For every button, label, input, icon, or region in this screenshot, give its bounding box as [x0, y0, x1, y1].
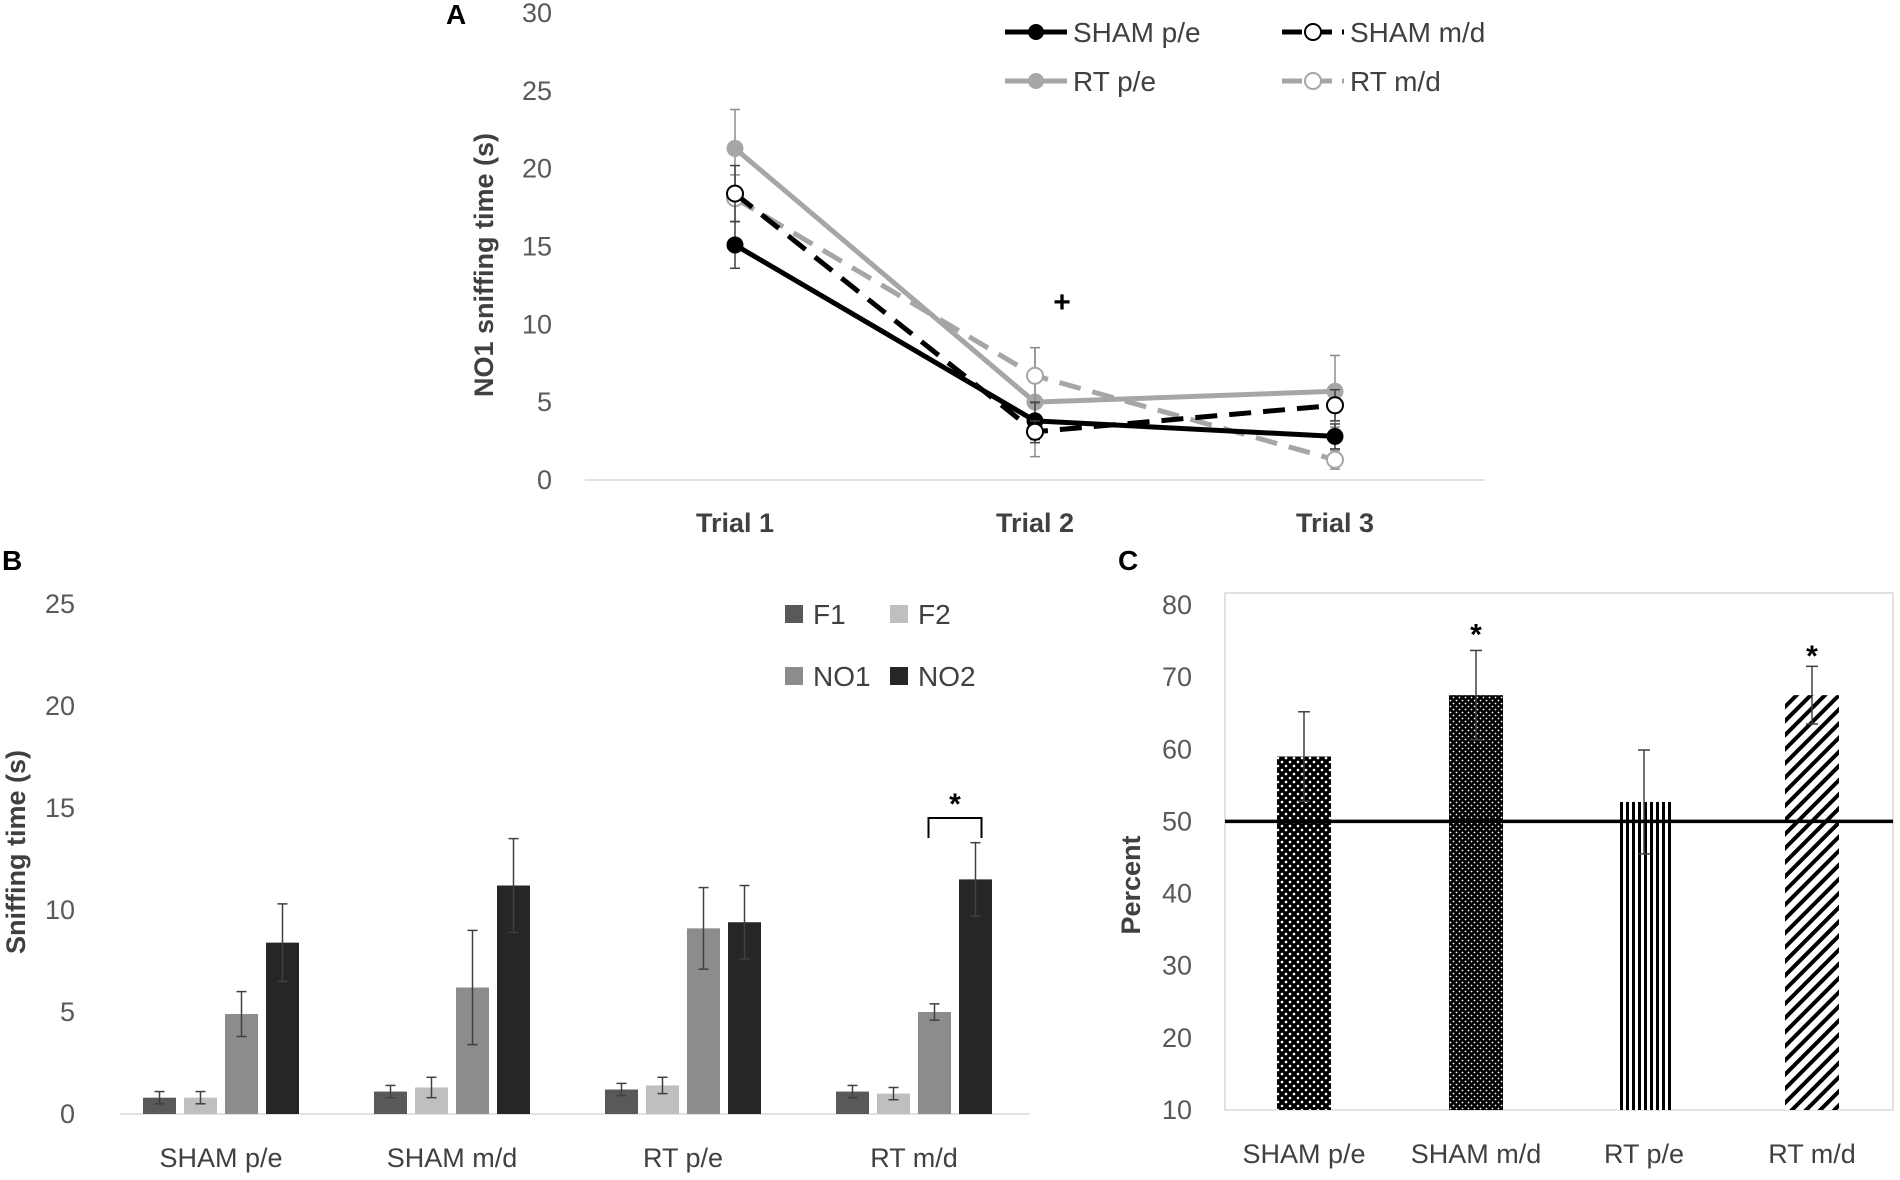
panel-a-line-chart: 0 5 10 15 20 25 30 Trial 1 Trial 2 Trial 3 NO1 sni… — [469, 0, 1485, 538]
panel-a-point-rt-m-d-2 — [1026, 366, 1044, 385]
panel-b-bar-rt-m-d-no1 — [918, 1012, 951, 1114]
panel-c-y-tick-10: 10 — [1162, 1095, 1192, 1125]
panel-a-legend-marker-rt-p-e — [1028, 73, 1044, 89]
panel-c-y-tick-30: 30 — [1162, 951, 1192, 981]
panel-b-x-label-rt-m-d: RT m/d — [870, 1143, 958, 1173]
panel-a-y-tick-5: 5 — [537, 387, 552, 417]
panel-c-x-label-rt-p-e: RT p/e — [1604, 1139, 1684, 1169]
panel-a-series-sham-m-d — [726, 164, 1344, 444]
panel-b-y-tick-20: 20 — [45, 691, 75, 721]
panel-a-y-tick-15: 15 — [522, 232, 552, 262]
panel-c-bar-rt-m-d — [1785, 695, 1839, 1110]
panel-label-b: B — [2, 545, 22, 576]
panel-b-bars — [143, 837, 992, 1114]
panel-a-legend-label-sham-p-e: SHAM p/e — [1073, 17, 1201, 48]
panel-b-legend: F1 F2 NO1 NO2 — [785, 599, 976, 692]
panel-a-y-axis-title: NO1 sniffing time (s) — [469, 133, 499, 397]
panel-b-y-tick-15: 15 — [45, 793, 75, 823]
panel-c-y-tick-70: 70 — [1162, 662, 1192, 692]
panel-b-bar-sham-m-d-f1 — [374, 1091, 407, 1114]
panel-c-y-tick-40: 40 — [1162, 879, 1192, 909]
panel-b-legend-swatch-f1 — [785, 605, 803, 623]
panel-a-y-tick-10: 10 — [522, 309, 552, 339]
panel-b-legend-label-f2: F2 — [918, 599, 951, 630]
panel-a-y-tick-0: 0 — [537, 465, 552, 495]
panel-c-y-tick-80: 80 — [1162, 590, 1192, 620]
panel-b-bar-rt-m-d-no2 — [959, 879, 992, 1114]
panel-c-annotation-star-sham-m-d: * — [1470, 618, 1482, 651]
panel-c-y-axis-title: Percent — [1116, 835, 1146, 934]
panel-c-y-tick-60: 60 — [1162, 734, 1192, 764]
panel-a-point-rt-p-e-1 — [726, 139, 744, 157]
panel-a-axes: 0 5 10 15 20 25 30 Trial 1 Trial 2 Trial 3 NO1 sni… — [469, 0, 1485, 538]
panel-b-bar-sham-p-e-f1 — [143, 1097, 176, 1114]
panel-a-annotation-plus: + — [1053, 286, 1071, 319]
panel-a-y-tick-20: 20 — [522, 154, 552, 184]
panel-b-y-tick-5: 5 — [60, 997, 75, 1027]
panel-c-annotation-star-rt-m-d: * — [1806, 640, 1818, 673]
panel-b-bar-chart: 0 5 10 15 20 25 SHAM p/e SHAM m/d RT p/e RT m/d Sn… — [1, 589, 1030, 1173]
panel-c-axes: 10 20 30 40 50 60 70 80 SHAM p/e SHAM m/d RT p/e RT… — [1116, 590, 1894, 1169]
panel-a-point-sham-m-d-1 — [726, 184, 744, 203]
panel-a-point-rt-m-d-3 — [1326, 450, 1344, 469]
panel-c-bar-sham-p-e — [1277, 756, 1331, 1110]
panel-b-bar-rt-m-d-f1 — [836, 1091, 869, 1114]
panel-a-point-sham-p-e-1 — [726, 236, 744, 254]
panel-label-c: C — [1118, 545, 1138, 576]
panel-b-y-axis-title: Sniffing time (s) — [1, 750, 31, 954]
panel-c-plot-frame — [1224, 592, 1894, 1111]
panel-a-legend-marker-sham-m-d — [1304, 23, 1322, 41]
panel-b-y-tick-0: 0 — [60, 1099, 75, 1129]
panel-a-point-sham-p-e-3 — [1326, 427, 1344, 445]
panel-label-a: A — [446, 0, 466, 30]
panel-a-x-label-trial-1: Trial 1 — [696, 508, 774, 538]
panel-c-annotations: ** — [1470, 618, 1818, 673]
panel-a-x-label-trial-2: Trial 2 — [996, 508, 1074, 538]
panel-b-x-label-sham-m-d: SHAM m/d — [387, 1143, 518, 1173]
panel-b-legend-label-no2: NO2 — [918, 661, 976, 692]
panel-b-annotation-star: * — [949, 788, 961, 821]
panel-a-legend-marker-sham-p-e — [1028, 24, 1044, 40]
panel-c-x-label-rt-m-d: RT m/d — [1768, 1139, 1856, 1169]
panel-b-legend-swatch-no1 — [785, 667, 803, 685]
panel-c-bars — [1225, 649, 1893, 1110]
panel-b-axes: 0 5 10 15 20 25 SHAM p/e SHAM m/d RT p/e RT m/d Sn… — [1, 589, 1030, 1173]
panel-b-bar-rt-m-d-f2 — [877, 1093, 910, 1114]
panel-c-x-label-sham-m-d: SHAM m/d — [1411, 1139, 1542, 1169]
panel-c-bar-sham-m-d — [1449, 695, 1503, 1110]
panel-b-y-tick-10: 10 — [45, 895, 75, 925]
panel-b-legend-swatch-no2 — [890, 667, 908, 685]
panel-b-legend-label-no1: NO1 — [813, 661, 871, 692]
panel-a-point-sham-m-d-2 — [1026, 422, 1044, 441]
panel-a-legend: SHAM p/e SHAM m/d RT p/e RT m/d — [1005, 17, 1485, 97]
panel-b-x-label-sham-p-e: SHAM p/e — [159, 1143, 282, 1173]
panel-c-bar-chart: 10 20 30 40 50 60 70 80 SHAM p/e SHAM m/d RT p/e RT… — [1116, 590, 1894, 1169]
panel-a-legend-label-sham-m-d: SHAM m/d — [1350, 17, 1485, 48]
panel-b-legend-swatch-f2 — [890, 605, 908, 623]
panel-b-x-label-rt-p-e: RT p/e — [643, 1143, 723, 1173]
panel-b-y-tick-25: 25 — [45, 589, 75, 619]
panel-c-y-tick-20: 20 — [1162, 1023, 1192, 1053]
panel-a-legend-marker-rt-m-d — [1304, 72, 1322, 90]
panel-b-significance: * — [927, 788, 983, 838]
panel-c-x-label-sham-p-e: SHAM p/e — [1242, 1139, 1365, 1169]
panel-b-legend-label-f1: F1 — [813, 599, 846, 630]
panel-a-x-label-trial-3: Trial 3 — [1296, 508, 1374, 538]
panel-a-y-tick-30: 30 — [522, 0, 552, 28]
panel-a-point-sham-m-d-3 — [1326, 396, 1344, 415]
panel-c-y-tick-50: 50 — [1162, 806, 1192, 836]
panel-a-legend-label-rt-p-e: RT p/e — [1073, 66, 1156, 97]
panel-a-y-tick-25: 25 — [522, 76, 552, 106]
panel-a-legend-label-rt-m-d: RT m/d — [1350, 66, 1441, 97]
panel-a-series — [726, 108, 1344, 470]
panel-b-bar-sham-p-e-f2 — [184, 1097, 217, 1114]
panel-b-significance-bracket — [927, 816, 983, 838]
